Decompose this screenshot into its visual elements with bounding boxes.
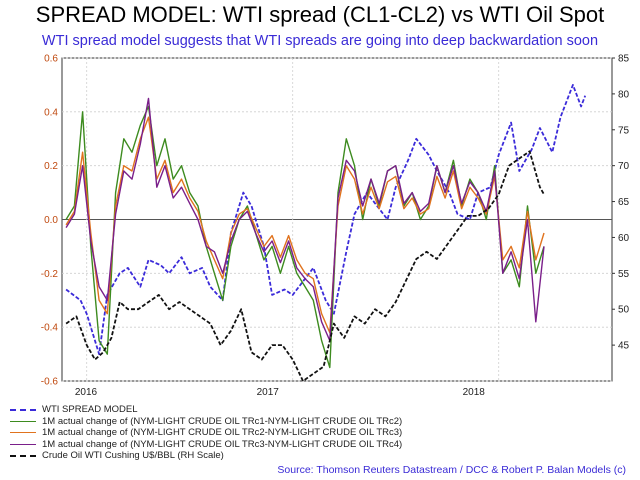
legend-swatch (10, 443, 36, 445)
right-tick-label: 55 (618, 269, 630, 280)
legend-label: WTI SPREAD MODEL (42, 404, 138, 416)
legend-item: Crude Oil WTI Cushing U$/BBL (RH Scale) (10, 450, 402, 462)
right-tick-label: 60 (618, 233, 630, 244)
legend-swatch (10, 420, 36, 422)
legend-swatch (10, 454, 36, 457)
source-note: Source: Thomson Reuters Datastream / DCC… (277, 464, 626, 476)
right-tick-label: 70 (618, 161, 630, 172)
right-tick-label: 50 (618, 305, 630, 316)
legend-item: 1M actual change of (NYM-LIGHT CRUDE OIL… (10, 427, 402, 439)
model-line (65, 84, 587, 356)
left-tick-label: 0.6 (44, 54, 58, 65)
legend-label: Crude Oil WTI Cushing U$/BBL (RH Scale) (42, 450, 224, 462)
legend-item: 1M actual change of (NYM-LIGHT CRUDE OIL… (10, 439, 402, 451)
left-tick-label: 0.0 (44, 215, 58, 226)
trc34-line (65, 97, 545, 342)
spot-line (65, 150, 545, 382)
right-tick-label: 85 (618, 54, 630, 65)
trc23-line (65, 116, 545, 334)
legend-swatch (10, 432, 36, 434)
trc12-line (65, 105, 545, 369)
chart-subtitle: WTI spread model suggests that WTI sprea… (41, 33, 599, 49)
left-tick-label: -0.2 (41, 269, 59, 280)
left-tick-label: 0.2 (44, 161, 58, 172)
legend-item: 1M actual change of (NYM-LIGHT CRUDE OIL… (10, 416, 402, 428)
right-tick-label: 45 (618, 341, 630, 352)
legend-label: 1M actual change of (NYM-LIGHT CRUDE OIL… (42, 415, 403, 427)
legend-item: WTI SPREAD MODEL (10, 404, 402, 416)
chart-title: SPREAD MODEL: WTI spread (CL1-CL2) vs WT… (35, 2, 605, 27)
left-tick-label: 0.4 (44, 107, 58, 118)
legend-label: 1M actual change of (NYM-LIGHT CRUDE OIL… (42, 438, 403, 450)
left-tick-label: -0.4 (41, 323, 59, 334)
right-tick-label: 80 (618, 89, 630, 100)
left-tick-label: -0.6 (41, 377, 59, 388)
x-tick-label: 2017 (257, 387, 280, 398)
legend-swatch (10, 408, 36, 411)
legend-label: 1M actual change of (NYM-LIGHT CRUDE OIL… (42, 427, 403, 439)
chart-legend: WTI SPREAD MODEL 1M actual change of (NYM… (10, 404, 402, 462)
x-tick-label: 2016 (75, 387, 98, 398)
right-tick-label: 65 (618, 197, 630, 208)
x-tick-label: 2018 (463, 387, 486, 398)
right-tick-label: 75 (618, 125, 630, 136)
